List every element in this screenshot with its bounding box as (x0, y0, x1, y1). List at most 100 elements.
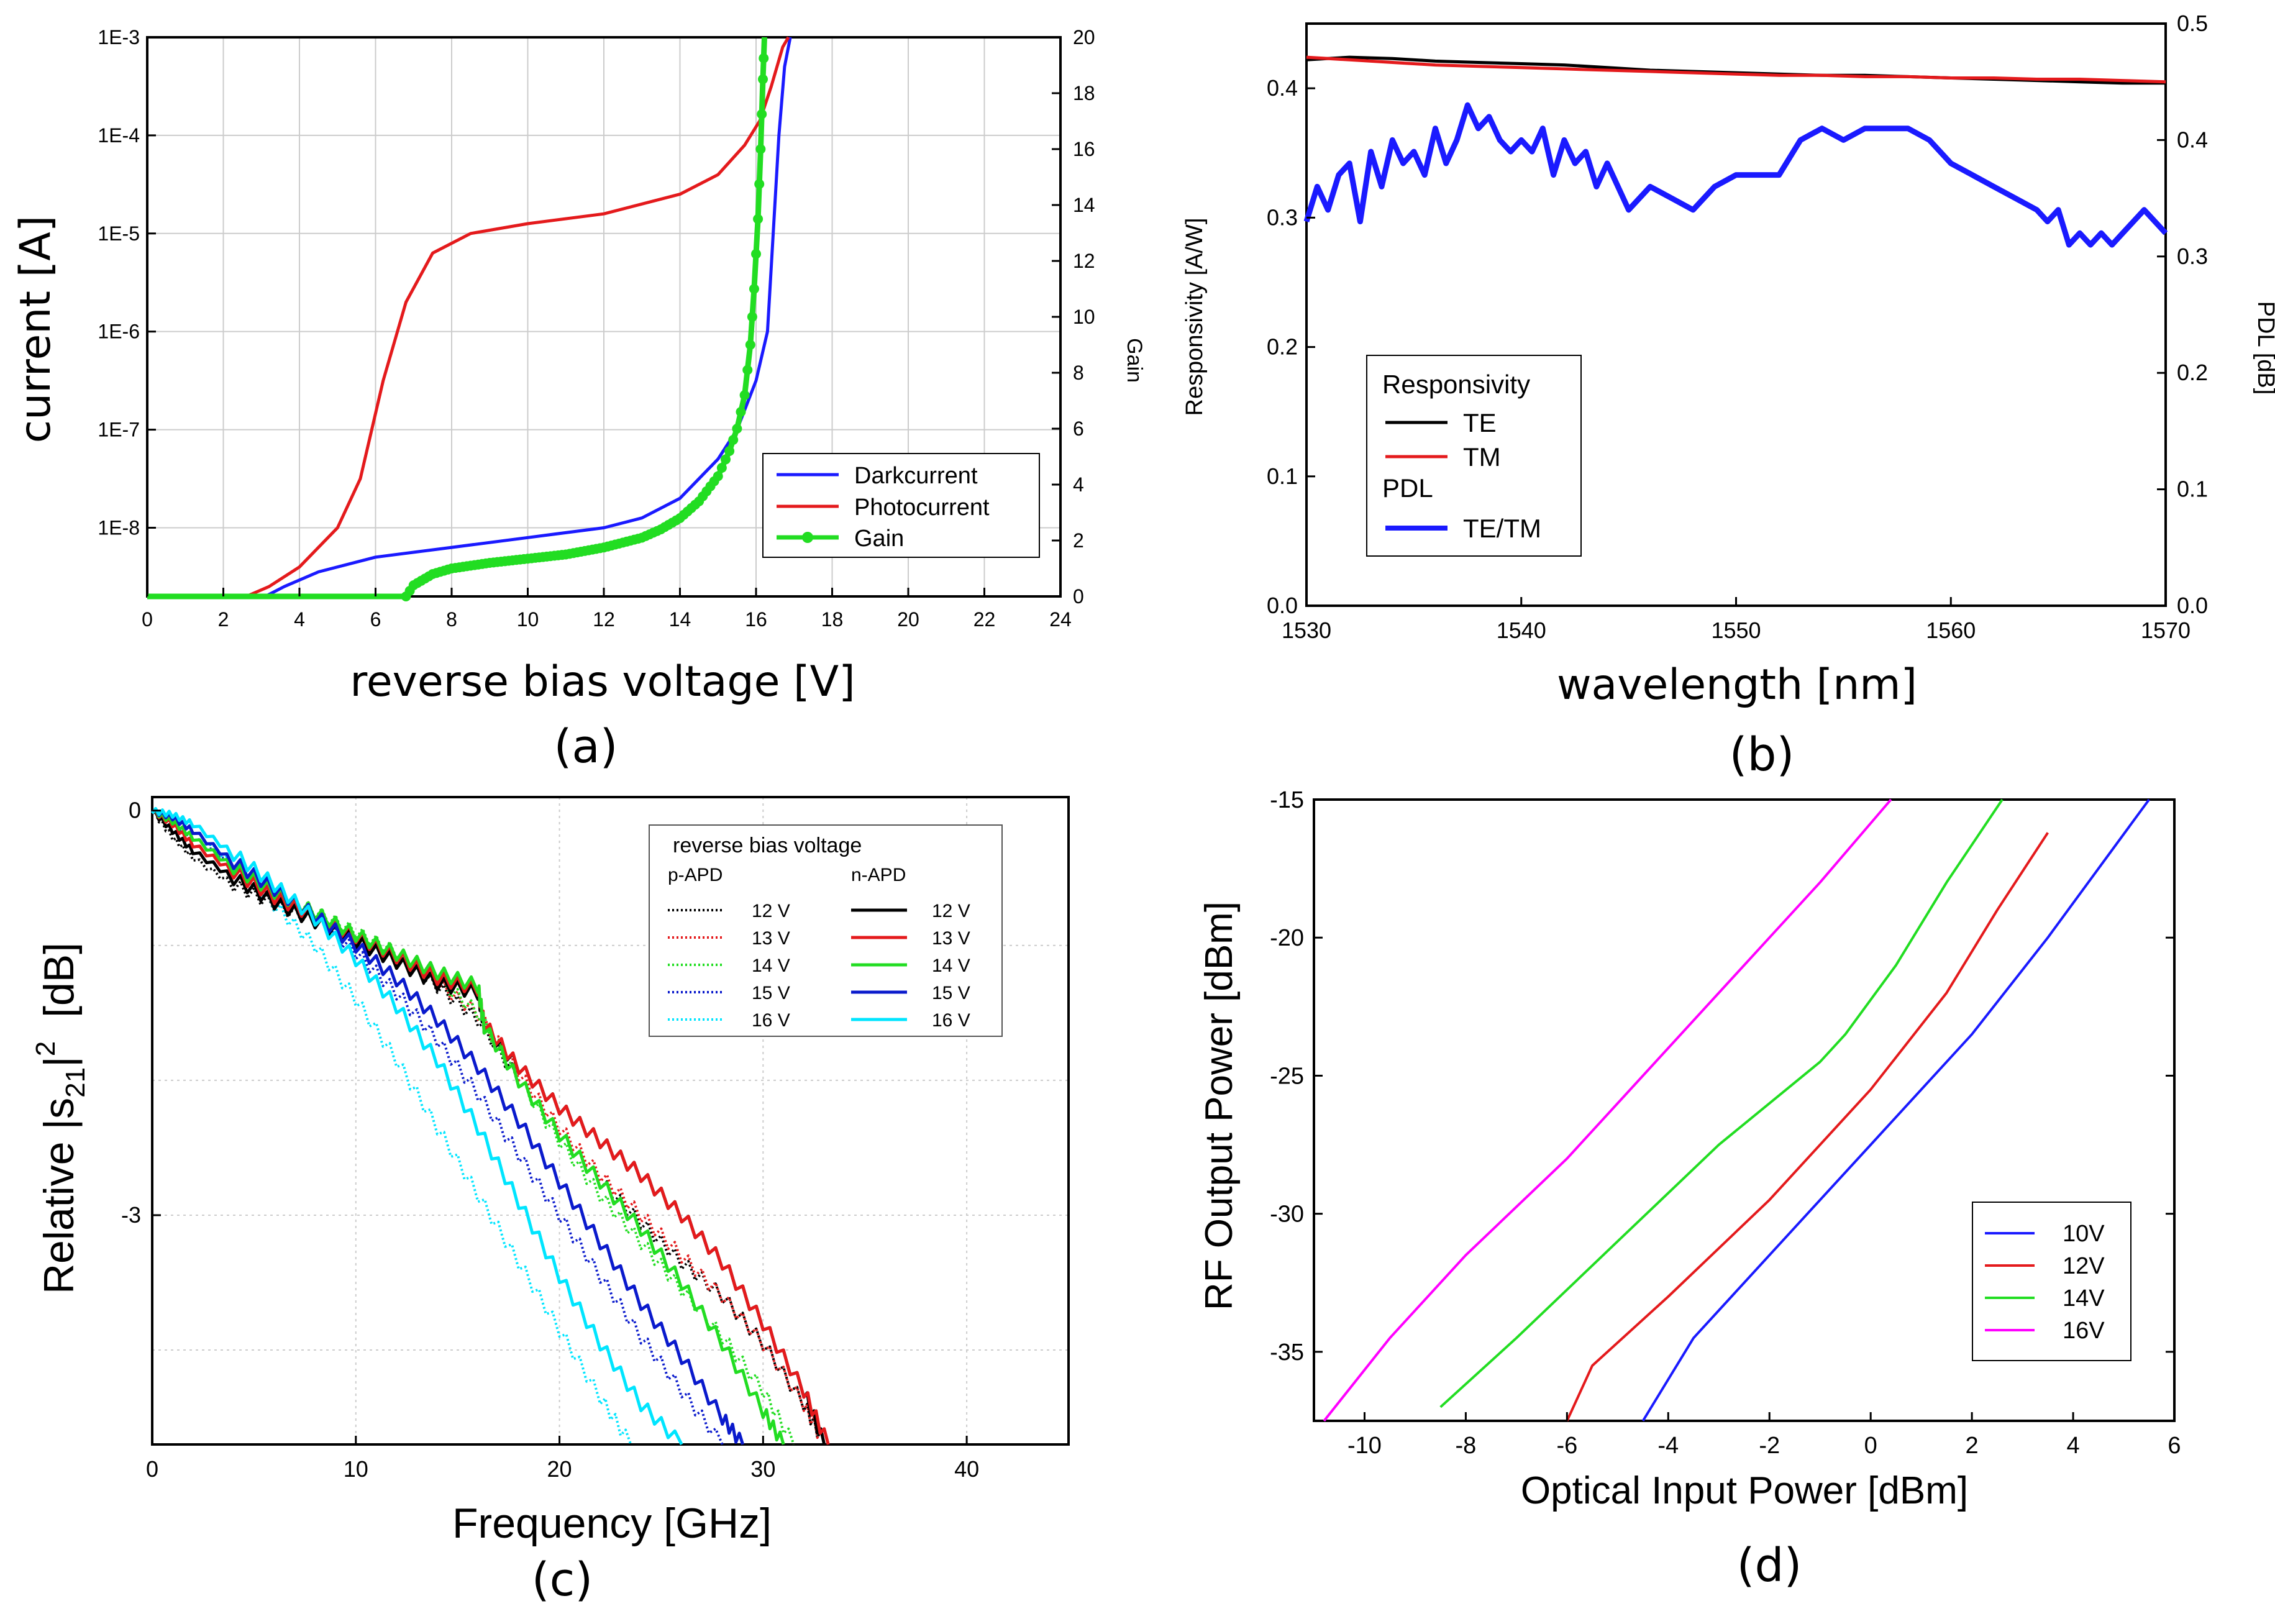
svg-text:Relative |s21|2 [dB]: Relative |s21|2 [dB] (30, 942, 91, 1294)
a-y2tick-label: 6 (1073, 417, 1084, 440)
c-series-n-apd-15-v (151, 807, 744, 1445)
legend-photocurrent-label: Photocurrent (854, 495, 990, 521)
legend-c-n-label: 15 V (932, 983, 970, 1003)
panel-b-y2label: PDL [dB] (2253, 301, 2275, 395)
panel-d-xlabel: Optical Input Power [dBm] (1521, 1469, 1968, 1512)
b-xtick-label: 1550 (1711, 618, 1761, 643)
a-ytick-label: 1E-8 (98, 516, 140, 539)
a-y2tick-label: 4 (1073, 473, 1084, 496)
a-xtick-label: 22 (973, 608, 996, 631)
legend-c-n-label: 16 V (932, 1010, 970, 1031)
panel-b-ticks: 1530 1540 1550 1560 15700.00.10.20.30.40.00.… (1267, 11, 2208, 643)
d-ytick-label: -20 (1270, 925, 1304, 951)
legend-tm-label: TM (1463, 442, 1501, 472)
legend-c-col-n: n-APD (851, 865, 906, 885)
d-series-12v (1566, 832, 2049, 1421)
legend-d-label-14v: 14V (2063, 1285, 2105, 1312)
legend-d-label-12v: 12V (2063, 1253, 2105, 1279)
c-xtick-label: 10 (344, 1456, 368, 1482)
a-y2tick-label: 14 (1073, 194, 1095, 216)
legend-c-p-label: 15 V (752, 983, 790, 1003)
a-ytick-label: 1E-3 (98, 26, 140, 48)
panel-label-b: (b) (1730, 728, 1795, 782)
panel-a-ticks: 0 2 4 6 8 10 12 14 16 18 20 22 241E-81E-71E-61E-51E-… (98, 26, 1095, 631)
b-xtick-label: 1530 (1282, 618, 1331, 643)
panel-b-legend: Responsivity TE TM PDL TE/TM (1366, 355, 1582, 557)
panel-c-xlabel: Frequency [GHz] (452, 1500, 772, 1547)
d-xtick-label: -2 (1759, 1433, 1780, 1459)
d-xtick-label: -8 (1456, 1433, 1477, 1459)
a-gain-marker (758, 74, 768, 84)
a-gain-marker (742, 365, 753, 375)
a-gain-marker (721, 454, 731, 465)
a-y2tick-label: 12 (1073, 250, 1095, 272)
a-gain-marker (716, 463, 727, 473)
panel-a-series (147, 36, 792, 601)
a-ytick-label: 1E-6 (98, 321, 140, 343)
a-xtick-label: 18 (821, 608, 844, 631)
legend-tetm-label: TE/TM (1463, 514, 1541, 543)
c-xtick-label: 30 (750, 1456, 775, 1482)
b-ytick-label: 0.1 (1267, 463, 1298, 489)
panel-d: -10 -8 -6 -4 -2 0 2 4 6-15-20-25-30-35 Optical I… (1198, 787, 2181, 1592)
legend-d-label-16v: 16V (2063, 1318, 2105, 1344)
b-xtick-label: 1560 (1926, 618, 1976, 643)
panel-c: 0 10 20 30 40 0 -3 Frequency [GHz] Relative |s… (30, 796, 1070, 1607)
a-gain-marker (757, 109, 767, 119)
a-gain-marker (747, 312, 757, 322)
c-xtick-label: 0 (146, 1456, 158, 1482)
b-ytick-label: 0.4 (1267, 75, 1298, 101)
a-gain-marker (751, 249, 761, 259)
panel-label-d: (d) (1737, 1539, 1802, 1592)
a-y2tick-label: 16 (1073, 138, 1095, 160)
panel-c-ylabel: Relative |s21|2 [dB] (30, 942, 91, 1294)
a-xtick-label: 10 (517, 608, 539, 631)
legend-c-p-label: 13 V (752, 928, 790, 949)
panel-label-c: (c) (532, 1553, 593, 1607)
a-xtick-label: 16 (745, 608, 767, 631)
a-y2tick-label: 2 (1073, 529, 1084, 552)
a-xtick-label: 8 (446, 608, 457, 631)
panel-d-ticks: -10 -8 -6 -4 -2 0 2 4 6-15-20-25-30-35 (1270, 787, 2181, 1459)
b-series-tm (1306, 55, 2166, 84)
d-ytick-label: -35 (1270, 1339, 1304, 1366)
panel-a: 0 2 4 6 8 10 12 14 16 18 20 22 241E-81E-71E-61E-51E-… (11, 26, 1146, 773)
d-xtick-label: 6 (2168, 1433, 2181, 1459)
b-xtick-label: 1570 (2141, 618, 2191, 643)
a-gain-marker (736, 407, 746, 417)
a-xtick-label: 0 (142, 608, 153, 631)
panel-label-a: (a) (554, 720, 618, 773)
legend-te-label: TE (1463, 408, 1497, 437)
legend-c-p-label: 12 V (752, 901, 790, 921)
a-y2tick-label: 0 (1073, 585, 1084, 608)
a-y2tick-label: 10 (1073, 306, 1095, 328)
panel-c-legend: reverse bias voltage p-APD n-APD 12 V 12 … (649, 824, 1003, 1037)
legend-d-label-10v: 10V (2063, 1221, 2105, 1247)
a-xtick-label: 12 (593, 608, 615, 631)
a-ytick-label: 1E-7 (98, 419, 140, 441)
a-gain-marker (713, 471, 723, 481)
panel-c-plot-frame (151, 796, 1070, 1446)
c-ytick-label: -3 (121, 1202, 141, 1228)
a-xtick-label: 14 (669, 608, 691, 631)
d-series-14v (1439, 798, 2004, 1408)
d-xtick-label: -10 (1347, 1433, 1382, 1459)
a-y2tick-label: 20 (1073, 26, 1095, 48)
a-gain-marker (728, 435, 739, 445)
c-series-p-apd-15-v (151, 809, 724, 1445)
b-ytick-label: 0.2 (1267, 334, 1298, 360)
b-y2tick-label: 0.0 (2177, 593, 2208, 618)
a-series-darkcurrent (147, 37, 792, 598)
a-xtick-label: 2 (218, 608, 229, 631)
b-ytick-label: 0.0 (1267, 593, 1298, 618)
a-gain-marker (754, 179, 765, 189)
a-gain-marker (739, 390, 750, 400)
a-series-gain (147, 37, 767, 600)
panel-b-series (1303, 55, 2168, 248)
legend-pdl-title: PDL (1382, 473, 1433, 503)
legend-c-n-label: 12 V (932, 901, 970, 921)
panel-d-legend: 10V 12V 14V 16V (1972, 1202, 2131, 1361)
legend-c-col-p: p-APD (668, 865, 723, 885)
panel-b: 1530 1540 1550 1560 15700.00.10.20.30.40.00.… (1182, 11, 2275, 782)
